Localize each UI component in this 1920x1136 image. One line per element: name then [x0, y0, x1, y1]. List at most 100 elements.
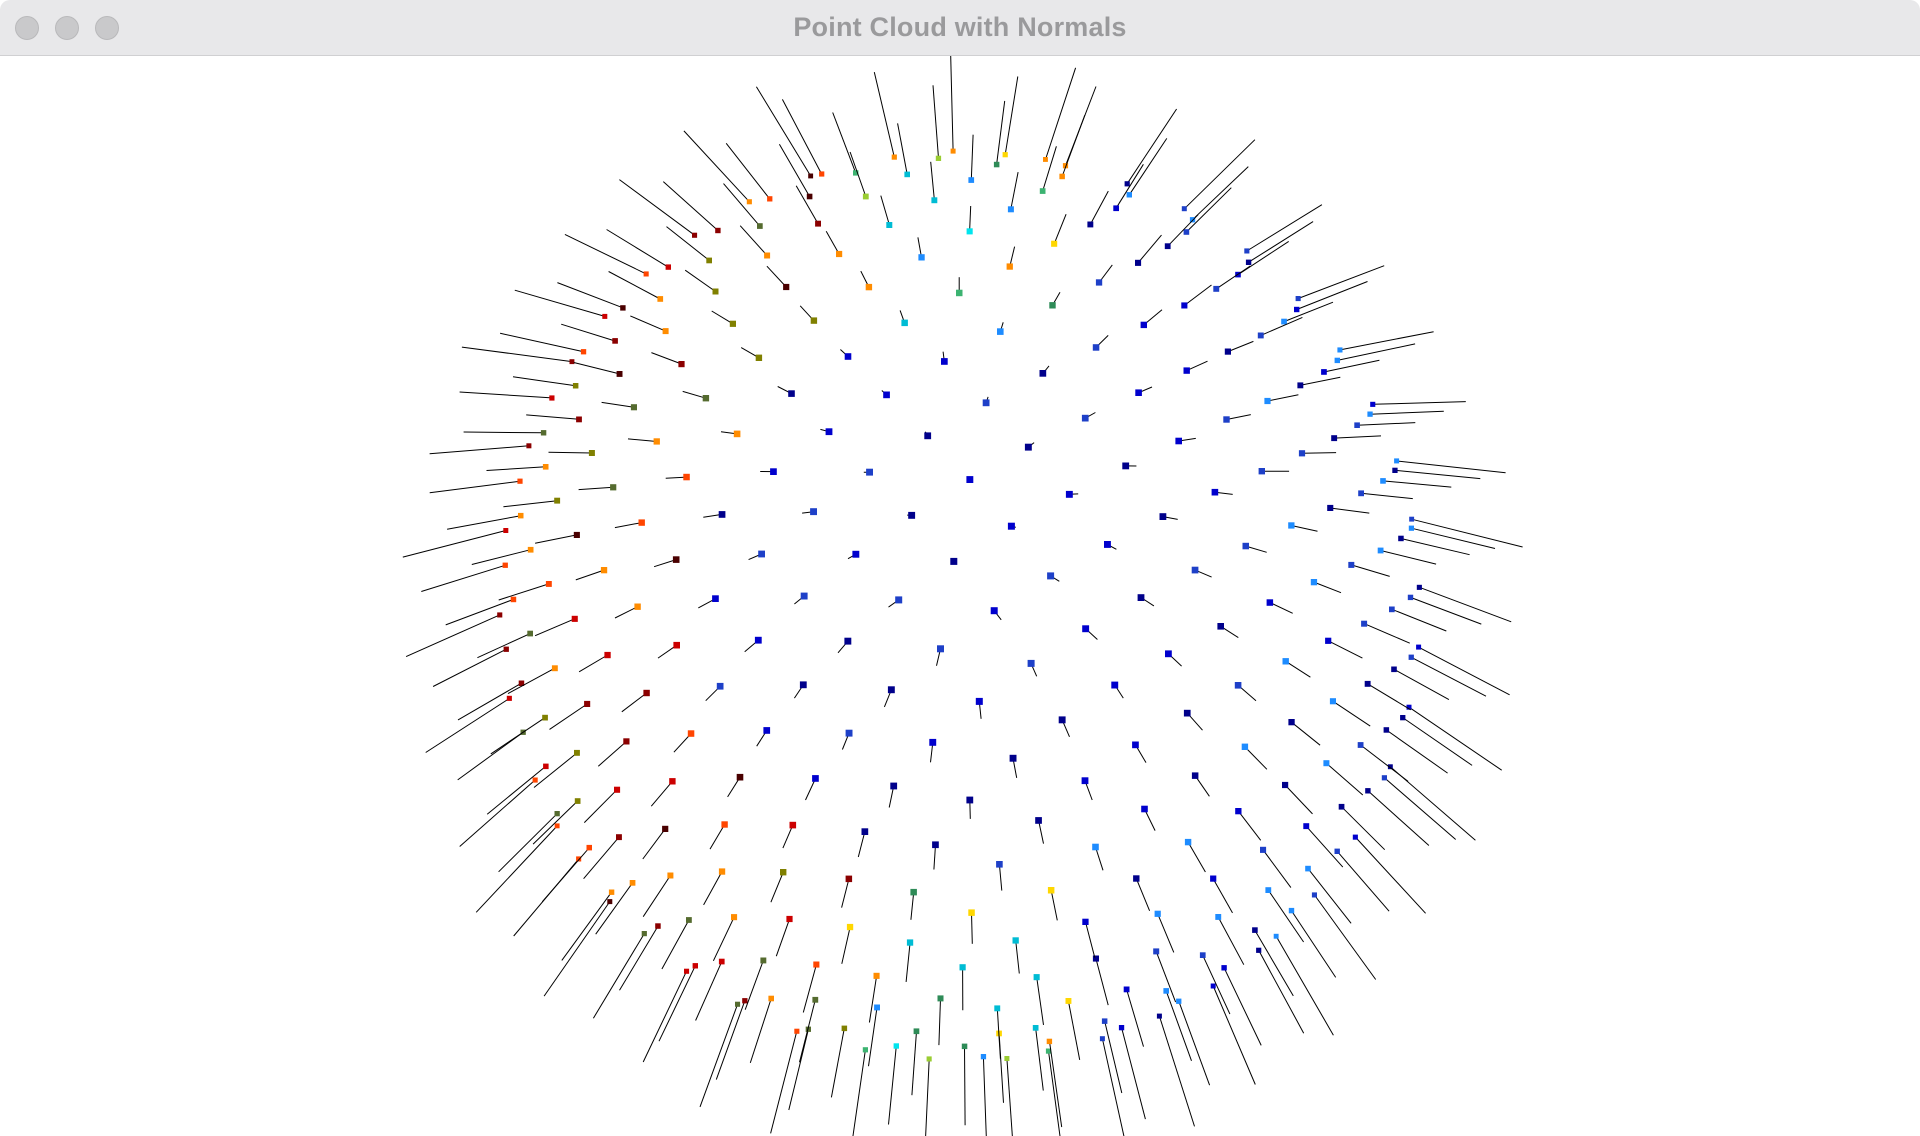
normal-vector-line [880, 195, 890, 226]
normal-vector-line [970, 134, 974, 181]
cloud-point [1394, 458, 1400, 464]
cloud-point [672, 556, 680, 563]
cloud-point [1027, 659, 1035, 667]
cloud-point [604, 651, 611, 659]
normal-vector-line [1284, 784, 1313, 815]
normal-vector-line [1183, 284, 1212, 306]
minimize-window-button[interactable] [55, 16, 79, 40]
normal-vector-line [642, 971, 687, 1063]
point-cloud-canvas[interactable] [0, 56, 1920, 1136]
cloud-point [799, 681, 807, 689]
normal-vector-line [1332, 700, 1371, 727]
cloud-point [716, 682, 724, 690]
normal-vector-line [653, 559, 677, 568]
cloud-point [667, 872, 674, 879]
cloud-point [1133, 875, 1140, 882]
cloud-point [1367, 411, 1373, 417]
cloud-point [996, 861, 1003, 868]
cloud-point [683, 473, 690, 481]
normal-vector-line [619, 925, 659, 991]
cloud-point [1364, 680, 1371, 687]
cloud-point [1058, 716, 1066, 724]
cloud-point [1321, 369, 1327, 375]
cloud-point [806, 193, 813, 200]
normal-vector-line [1244, 746, 1268, 770]
cloud-point [800, 592, 808, 600]
cloud-point [1126, 192, 1132, 198]
zoom-window-button[interactable] [95, 16, 119, 40]
cloud-point [810, 317, 818, 324]
normal-vector-line [459, 391, 552, 399]
normal-vector-line [905, 942, 911, 982]
normal-vector-line [1036, 977, 1044, 1025]
normal-vector-line [1336, 850, 1390, 912]
cloud-point [687, 730, 695, 737]
cloud-point [1245, 259, 1252, 265]
normal-vector-line [699, 1004, 739, 1108]
cloud-point [1221, 965, 1227, 971]
cloud-point [712, 595, 719, 602]
cloud-point [736, 773, 744, 781]
normal-vector-line [1367, 790, 1430, 846]
cloud-point [757, 223, 763, 229]
normal-vector-line [1067, 1000, 1081, 1060]
title-bar[interactable]: Point Cloud with Normals [0, 0, 1920, 56]
normal-vector-line [1202, 954, 1231, 1015]
cloud-point [1311, 892, 1317, 898]
normal-vector-line [533, 752, 578, 788]
normal-vector-line [575, 569, 605, 581]
cloud-point [721, 821, 728, 828]
cloud-point [950, 148, 956, 154]
normal-vector-line [1298, 265, 1385, 299]
cloud-point [1045, 1048, 1052, 1054]
cloud-point [1389, 606, 1395, 613]
cloud-point [623, 738, 630, 745]
normal-vector-line [1095, 958, 1109, 1006]
cloud-point [543, 763, 549, 770]
normal-vector-line [1226, 414, 1251, 420]
normal-vector-line [549, 703, 588, 730]
cloud-point [1211, 488, 1219, 496]
normal-vector-line [1262, 849, 1292, 888]
cloud-point [517, 478, 523, 484]
cloud-point [780, 869, 787, 876]
normal-vector-line [595, 882, 633, 935]
cloud-point [506, 695, 512, 701]
normal-vector-line [1285, 660, 1311, 678]
3d-viewport[interactable] [0, 56, 1920, 1136]
normal-vector-line [725, 142, 771, 200]
cloud-point [1111, 681, 1119, 689]
cloud-point [812, 996, 819, 1003]
cloud-point [993, 161, 1000, 168]
cloud-point [1264, 397, 1271, 405]
normal-vector-line [432, 648, 507, 687]
cloud-point [1234, 682, 1242, 689]
cloud-point [975, 697, 983, 705]
cloud-point [684, 968, 690, 974]
normal-vector-line [477, 633, 531, 659]
normal-vector-line [799, 999, 816, 1063]
cloud-point [1288, 719, 1295, 726]
cloud-point [1416, 584, 1422, 590]
normal-vector-line [1245, 545, 1267, 553]
cloud-point [1408, 525, 1414, 531]
normal-vector-line [1246, 204, 1323, 252]
cloud-point [1273, 933, 1279, 939]
cloud-point [913, 1028, 920, 1035]
cloud-point [665, 264, 671, 270]
cloud-point [1217, 623, 1224, 630]
normal-vector-line [534, 618, 575, 637]
normal-vector-line [1212, 878, 1233, 914]
close-window-button[interactable] [15, 16, 39, 40]
cloud-point [844, 353, 852, 360]
cloud-point [1183, 709, 1191, 717]
cloud-point [718, 958, 725, 965]
cloud-point [788, 390, 795, 397]
normal-vector-line [857, 831, 866, 858]
cloud-point [1081, 414, 1089, 422]
normal-vector-line [463, 431, 544, 434]
normal-vector-line [457, 682, 522, 721]
cloud-point [1241, 743, 1249, 750]
cloud-point [1354, 422, 1360, 428]
normal-vector-line [608, 271, 661, 300]
